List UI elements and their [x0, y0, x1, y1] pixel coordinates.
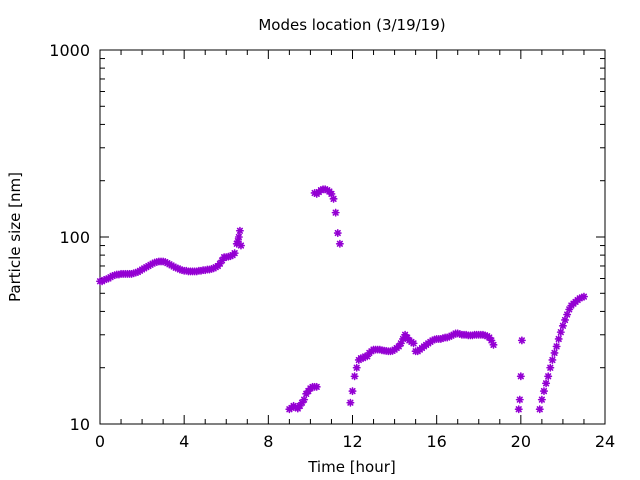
data-point: [331, 208, 340, 217]
data-point: [312, 382, 321, 391]
data-point: [552, 342, 561, 351]
data-point: [234, 233, 243, 241]
x-tick-label: 24: [595, 432, 615, 451]
data-point: [561, 315, 570, 324]
data-point: [236, 241, 245, 250]
data-point: [516, 372, 525, 381]
y-tick-label: 100: [59, 228, 90, 247]
data-point: [352, 363, 361, 372]
data-point: [542, 379, 551, 388]
chart-title: Modes location (3/19/19): [258, 16, 445, 34]
data-point: [550, 348, 559, 357]
data-point: [515, 395, 524, 404]
x-tick-label: 20: [511, 432, 531, 451]
data-point: [300, 395, 309, 404]
x-axis-tick-labels: 0 4 8 12 16 20 24: [95, 432, 615, 451]
data-point: [546, 363, 555, 372]
data-point: [535, 405, 544, 414]
plot-frame: [99, 49, 606, 425]
data-point: [335, 239, 344, 248]
data-point: [554, 334, 563, 343]
y-axis-ticks: [100, 49, 605, 425]
data-point: [548, 355, 557, 364]
data-point: [514, 405, 523, 414]
data-point: [348, 387, 357, 396]
data-point: [235, 226, 244, 235]
x-axis-label: Time [hour]: [307, 458, 396, 476]
y-tick-label: 1000: [49, 41, 90, 60]
x-tick-label: 4: [179, 432, 189, 451]
data-point: [579, 292, 588, 301]
data-point: [329, 194, 338, 203]
data-point: [539, 387, 548, 396]
data-point: [350, 372, 359, 381]
data-point: [537, 395, 546, 404]
data-point: [517, 336, 526, 345]
data-points: [96, 185, 588, 414]
data-point: [558, 321, 567, 330]
x-tick-label: 12: [342, 432, 362, 451]
x-tick-label: 16: [426, 432, 446, 451]
data-point: [544, 372, 553, 381]
x-axis-ticks: [99, 50, 606, 424]
data-point: [409, 339, 418, 348]
y-axis-tick-labels: 10 100 1000: [49, 41, 90, 434]
data-point: [346, 398, 355, 407]
data-point: [333, 229, 342, 238]
x-tick-label: 8: [263, 432, 273, 451]
data-point: [556, 328, 565, 337]
data-point: [230, 249, 239, 258]
data-point: [489, 340, 498, 349]
y-axis-label: Particle size [nm]: [6, 172, 24, 302]
x-tick-label: 0: [95, 432, 105, 451]
y-tick-label: 10: [70, 415, 90, 434]
